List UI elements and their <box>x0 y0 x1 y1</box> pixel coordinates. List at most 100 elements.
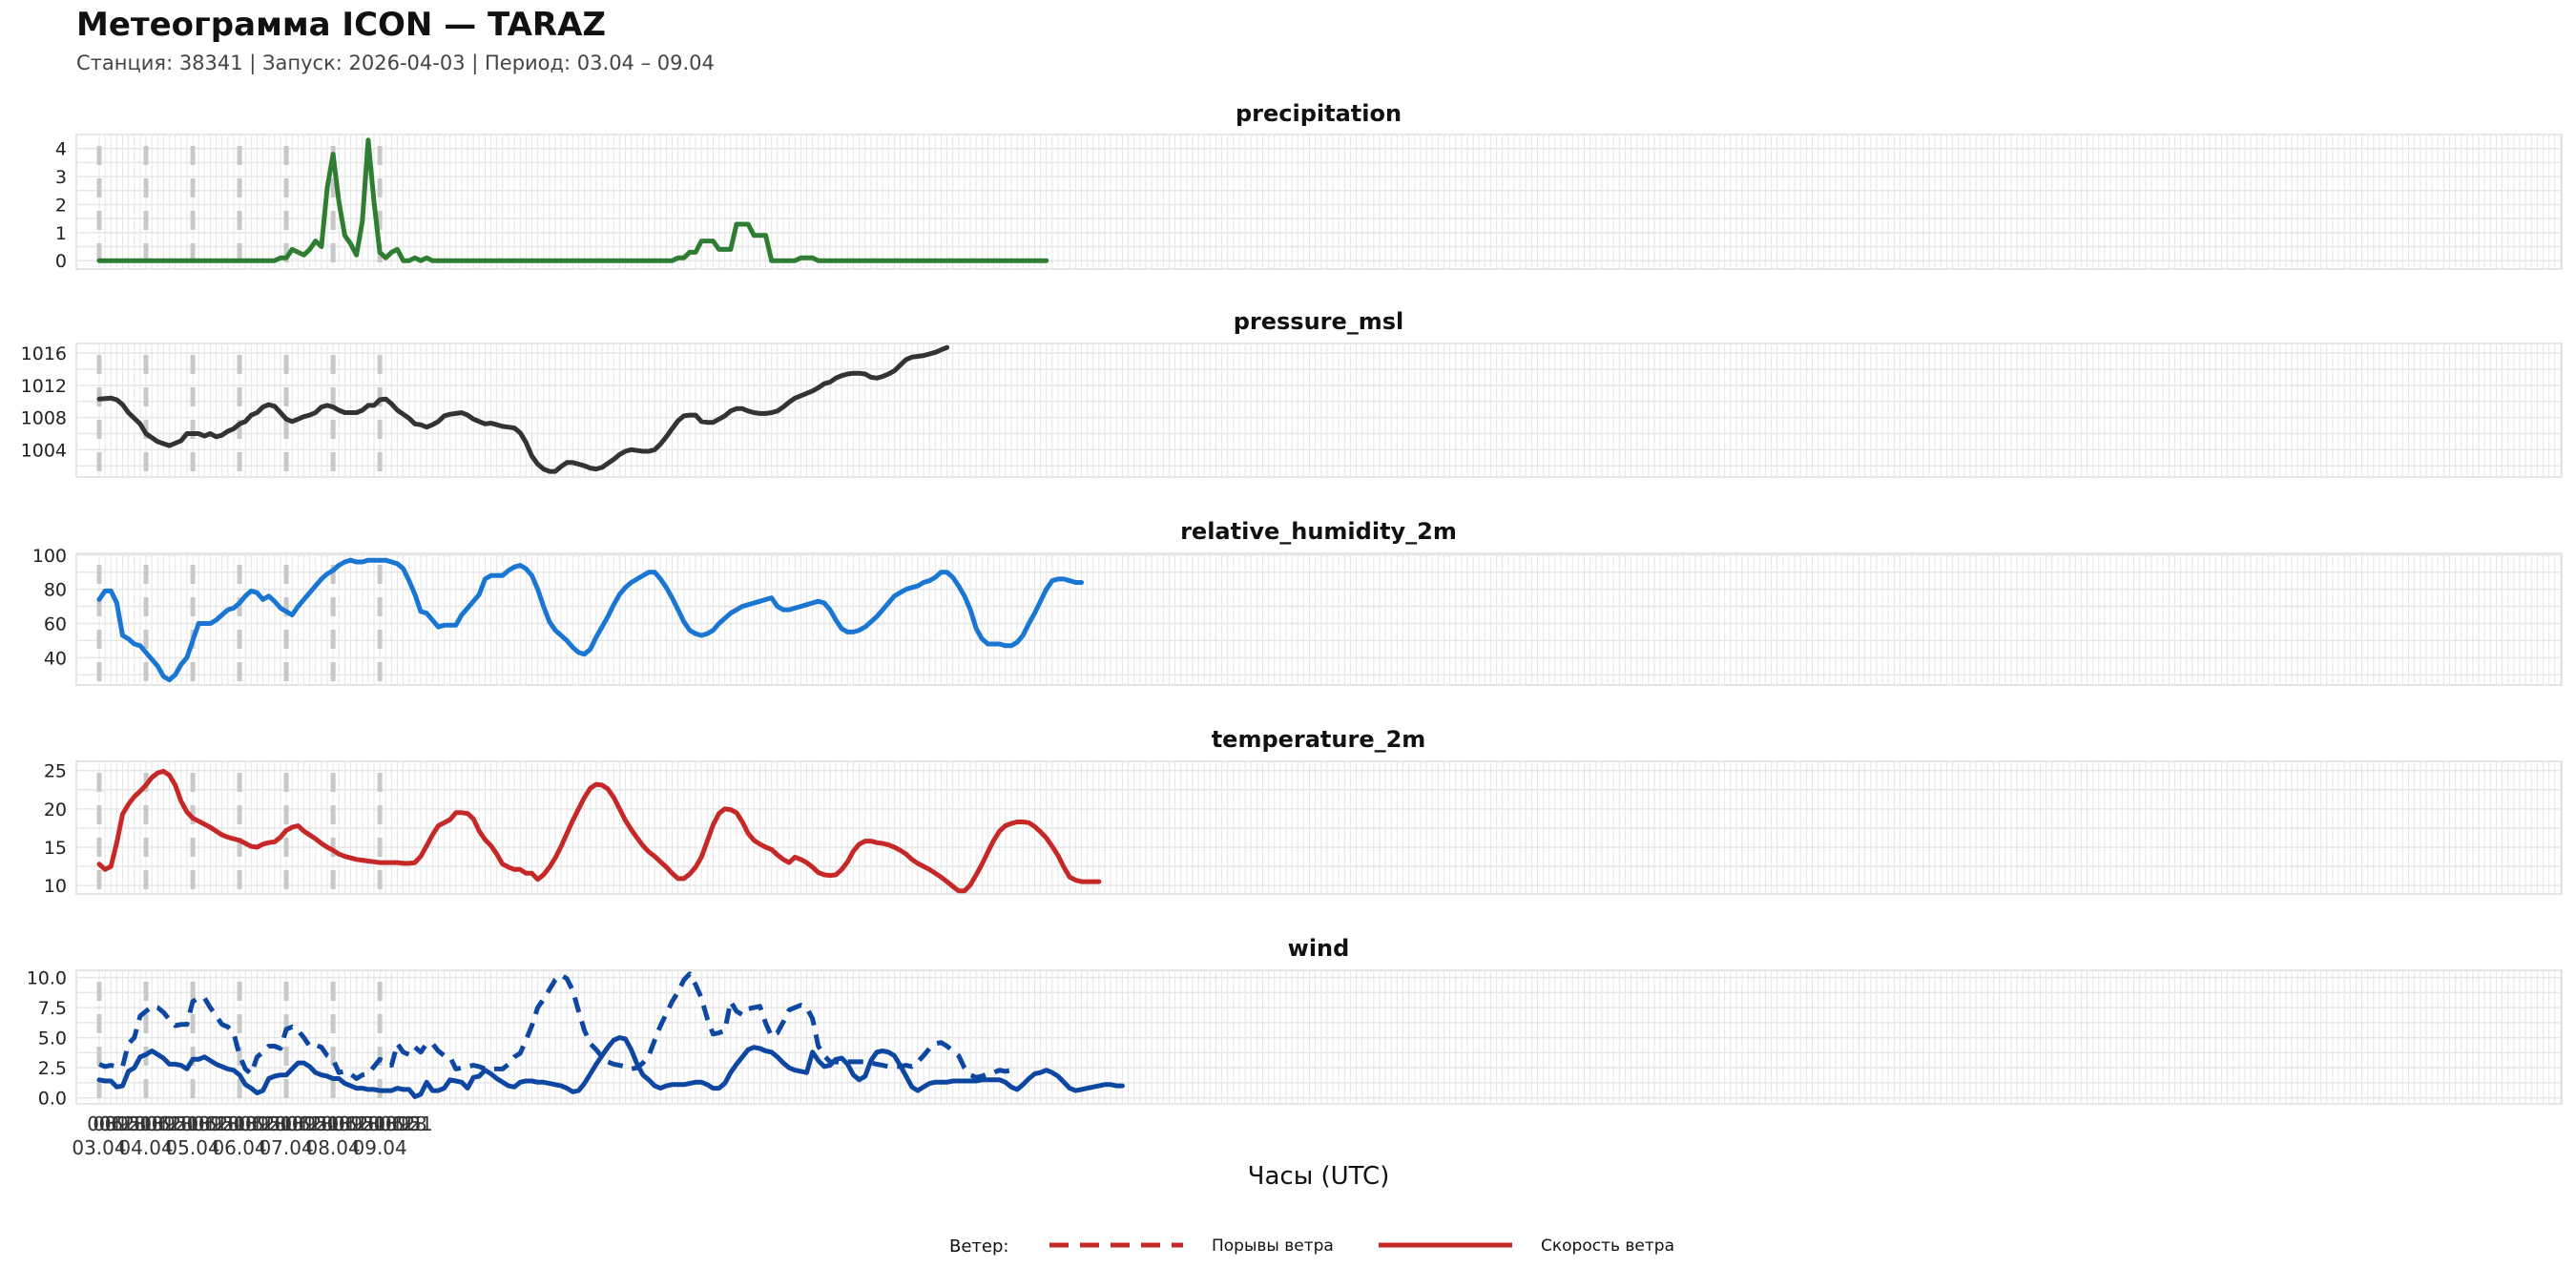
x-tick-label: 03 <box>280 1112 303 1135</box>
series-line-temperature-2m <box>96 768 1102 894</box>
x-tick-label: 00 <box>180 1112 204 1135</box>
y-tick-label: 4 <box>55 139 67 160</box>
x-date-label: 04.04 <box>118 1136 173 1159</box>
x-tick-label: 12 <box>251 1112 275 1135</box>
y-tick-label: 25 <box>44 761 67 782</box>
panel-frame <box>75 552 2563 686</box>
x-tick-label: 00 <box>321 1112 344 1135</box>
x-tick-label: 03 <box>139 1112 163 1135</box>
x-date-label: 05.04 <box>165 1136 219 1159</box>
x-tick-label: 03 <box>233 1112 257 1135</box>
x-tick-label: 00 <box>227 1112 251 1135</box>
x-tick-label: 18 <box>216 1112 239 1135</box>
panel-frame <box>75 343 2563 478</box>
x-tick-label: 09 <box>152 1112 176 1135</box>
legend-title: Ветер: <box>949 1236 1008 1257</box>
y-tick-label: 1 <box>55 223 67 244</box>
y-tick-label: 40 <box>44 648 67 669</box>
y-tick-label: 5.0 <box>38 1028 67 1049</box>
x-tick-label: 15 <box>257 1112 280 1135</box>
panel-title: relative_humidity_2m <box>1180 518 1457 545</box>
x-tick-label: 09 <box>339 1112 363 1135</box>
x-tick-label: 18 <box>169 1112 193 1135</box>
x-tick-label: 06 <box>380 1112 404 1135</box>
y-tick-label: 2.5 <box>38 1058 67 1079</box>
y-tick-label: 0 <box>55 251 67 272</box>
y-tick-label: 3 <box>55 167 67 188</box>
x-tick-label: 03 <box>327 1112 351 1135</box>
x-tick-label: 21 <box>408 1112 432 1135</box>
x-tick-label: 00 <box>274 1112 298 1135</box>
x-axis: 0003060912151821000306091215182100030609… <box>72 1112 1389 1191</box>
x-tick-label: 06 <box>286 1112 310 1135</box>
x-tick-label: 12 <box>157 1112 181 1135</box>
x-tick-label: 21 <box>362 1112 385 1135</box>
y-tick-label: 15 <box>44 838 67 859</box>
x-tick-label: 09 <box>245 1112 269 1135</box>
x-tick-label: 15 <box>163 1112 187 1135</box>
page-subtitle: Станция: 38341 | Запуск: 2026-04-03 | Пе… <box>76 52 715 74</box>
x-tick-label: 00 <box>134 1112 157 1135</box>
x-tick-label: 18 <box>403 1112 426 1135</box>
x-tick-label: 09 <box>198 1112 222 1135</box>
panel-pressure-msl: 1004 1008 1012 1016 pressure_msl <box>21 308 2563 478</box>
x-tick-label: 18 <box>262 1112 286 1135</box>
x-tick-label: 18 <box>356 1112 380 1135</box>
y-tick-label: 100 <box>32 546 67 567</box>
x-tick-label: 15 <box>210 1112 234 1135</box>
y-tick-label: 80 <box>44 580 67 601</box>
y-tick-label: 1012 <box>21 376 67 397</box>
x-tick-label: 03 <box>93 1112 116 1135</box>
y-tick-label: 2 <box>55 195 67 216</box>
x-tick-label: 12 <box>204 1112 228 1135</box>
x-tick-label: 15 <box>397 1112 421 1135</box>
x-tick-label: 06 <box>99 1112 123 1135</box>
series-line-Скорость-ветра <box>96 1035 1125 1099</box>
panel-precipitation: 0 1 2 3 4 precipitation <box>55 100 2563 272</box>
x-tick-label: 06 <box>333 1112 357 1135</box>
page-title: Метеограмма ICON — TARAZ <box>76 6 607 44</box>
y-tick-label: 1004 <box>21 440 67 461</box>
panel-frame <box>75 134 2563 270</box>
x-tick-label: 09 <box>105 1112 129 1135</box>
y-tick-label: 10.0 <box>27 968 67 989</box>
series-line-Порывы-ветра <box>98 971 1012 1081</box>
panel-temperature-2m: 10 15 20 25 temperature_2m <box>44 726 2563 897</box>
panel-title: pressure_msl <box>1234 308 1404 335</box>
x-tick-label: 09 <box>292 1112 316 1135</box>
y-tick-label: 1016 <box>21 343 67 364</box>
x-tick-label: 21 <box>128 1112 152 1135</box>
legend: Ветер: Порывы ветра Скорость ветра <box>949 1236 1674 1257</box>
x-tick-label: 00 <box>87 1112 111 1135</box>
y-tick-label: 60 <box>44 613 67 634</box>
x-tick-label: 03 <box>374 1112 398 1135</box>
y-tick-label: 1008 <box>21 408 67 429</box>
panel-title: wind <box>1288 935 1350 962</box>
x-tick-label: 21 <box>221 1112 245 1135</box>
y-tick-label: 10 <box>44 876 67 897</box>
panel-title: temperature_2m <box>1212 726 1426 753</box>
series-line-pressure-msl <box>96 344 950 474</box>
series-line-precipitation <box>96 137 1049 263</box>
x-tick-label: 15 <box>303 1112 327 1135</box>
x-tick-label: 09 <box>385 1112 409 1135</box>
panel-title: precipitation <box>1236 100 1402 127</box>
legend-label: Порывы ветра <box>1212 1236 1334 1256</box>
x-tick-label: 03 <box>186 1112 210 1135</box>
x-date-label: 07.04 <box>259 1136 313 1159</box>
panel-wind: 0.0 2.5 5.0 7.5 10.0 wind <box>27 935 2563 1110</box>
y-tick-label: 7.5 <box>38 998 67 1019</box>
x-tick-label: 12 <box>111 1112 135 1135</box>
x-date-label: 06.04 <box>212 1136 266 1159</box>
x-tick-label: 12 <box>391 1112 415 1135</box>
y-tick-label: 20 <box>44 800 67 821</box>
series-line-relative-humidity-2m <box>96 557 1084 683</box>
x-tick-label: 12 <box>344 1112 368 1135</box>
x-tick-label: 18 <box>122 1112 146 1135</box>
x-tick-label: 06 <box>146 1112 170 1135</box>
x-date-label: 09.04 <box>353 1136 407 1159</box>
x-tick-label: 21 <box>175 1112 198 1135</box>
x-date-label: 08.04 <box>305 1136 360 1159</box>
x-tick-label: 21 <box>315 1112 339 1135</box>
